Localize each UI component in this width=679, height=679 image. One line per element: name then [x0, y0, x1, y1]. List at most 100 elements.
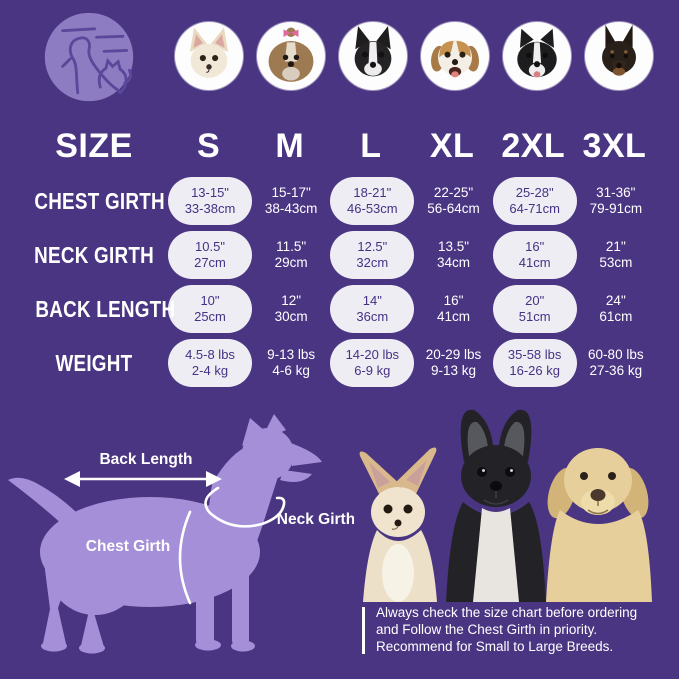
footnote-line: and Follow the Chest Girth in priority. — [376, 622, 598, 637]
value-line: 60-80 lbs — [588, 347, 644, 362]
labrador — [546, 448, 652, 602]
value-line: 79-91cm — [589, 201, 643, 216]
size-cell: 24" 61cm — [577, 293, 655, 325]
boston-terrier-photo — [339, 22, 407, 90]
value-line: 12" — [281, 293, 302, 308]
size-cell: 11.5" 29cm — [252, 239, 330, 271]
back-length-label: Back Length — [99, 451, 192, 468]
value-line: 29cm — [274, 255, 308, 270]
column-header-l: L — [360, 126, 382, 165]
chest-girth-line — [178, 510, 192, 605]
value-line: 9-13 lbs — [267, 347, 316, 362]
value-line: 13-15" — [191, 185, 229, 200]
value-line: 33-38cm — [184, 201, 236, 216]
value-line: 2-4 kg — [191, 363, 229, 378]
size-header: SIZE — [55, 126, 133, 165]
size-cell: 14" 36cm — [330, 285, 415, 333]
value-line: 10.5" — [195, 239, 225, 254]
value-line: 41cm — [436, 309, 470, 324]
value-line: 64-71cm — [509, 201, 560, 216]
brand-logo — [42, 10, 136, 104]
size-cell: 16" 41cm — [492, 231, 577, 279]
value-line: 34cm — [436, 255, 470, 270]
value-line: 32cm — [356, 255, 389, 270]
value-line: 18-21" — [353, 185, 392, 200]
table-row-chest-girth: CHEST GIRTH 13-15" 33-38cm 15-17" 38-43cm … — [20, 174, 655, 228]
size-cell: 25-28" 64-71cm — [492, 177, 577, 225]
value-line: 20" — [525, 293, 545, 308]
value-line: 16" — [443, 293, 464, 308]
size-cell: 10.5" 27cm — [168, 231, 252, 279]
value-line: 56-64cm — [427, 201, 480, 216]
neck-girth-line — [204, 486, 286, 528]
column-header-xl: XL — [429, 126, 475, 165]
size-cell: 21" 53cm — [577, 239, 655, 271]
dogs-photo — [344, 398, 660, 602]
value-line: 16-26 kg — [509, 363, 560, 378]
size-cell: 20-29 lbs 9-13 kg — [414, 347, 492, 379]
chihuahua-photo — [175, 22, 243, 90]
value-line: 30cm — [274, 309, 308, 324]
size-cell: 20" 51cm — [492, 285, 577, 333]
size-cell: 18-21" 46-53cm — [330, 177, 415, 225]
size-cell: 15-17" 38-43cm — [252, 185, 330, 217]
value-line: 27-36 kg — [589, 363, 643, 378]
row-label: WEIGHT — [55, 349, 133, 376]
size-cell: 35-58 lbs 16-26 kg — [492, 339, 577, 387]
column-header-s: S — [196, 126, 221, 165]
value-line: 4.5-8 lbs — [185, 347, 235, 362]
table-row-weight: WEIGHT 4.5-8 lbs 2-4 kg 9-13 lbs 4-6 kg 14… — [20, 336, 655, 390]
size-cell: 9-13 lbs 4-6 kg — [252, 347, 330, 379]
column-header-m: M — [275, 126, 305, 165]
size-cell: 13-15" 33-38cm — [168, 177, 252, 225]
footnote-accent-bar — [362, 607, 365, 654]
value-line: 12.5" — [357, 239, 388, 254]
value-line: 41cm — [518, 255, 551, 270]
value-line: 21" — [605, 239, 626, 254]
shih-tzu-photo — [257, 22, 325, 90]
column-header-3xl: 3XL — [582, 126, 647, 165]
chest-girth-label: Chest Girth — [86, 538, 170, 555]
value-line: 46-53cm — [347, 201, 398, 216]
measurement-diagram: Back Length Neck Girth Chest Girth — [0, 412, 355, 674]
value-line: 24" — [605, 293, 626, 308]
value-line: 9-13 kg — [430, 363, 476, 378]
size-cell: 12.5" 32cm — [330, 231, 415, 279]
size-cell: 12" 30cm — [252, 293, 330, 325]
footnote-line: Recommend for Small to Large Breeds. — [376, 639, 614, 654]
size-cell: 4.5-8 lbs 2-4 kg — [168, 339, 252, 387]
table-row-back-length: BACK LENGTH 10" 25cm 12" 30cm 14" 36cm 16" 4… — [20, 282, 655, 336]
value-line: 10" — [200, 293, 220, 308]
value-line: 38-43cm — [264, 201, 318, 216]
border-collie-photo — [503, 22, 571, 90]
value-line: 25-28" — [515, 185, 554, 200]
french-bulldog — [446, 409, 546, 602]
value-line: 14-20 lbs — [345, 347, 400, 362]
value-line: 15-17" — [271, 185, 311, 200]
value-line: 35-58 lbs — [507, 347, 562, 362]
value-line: 25cm — [194, 309, 226, 324]
value-line: 6-9 kg — [354, 363, 391, 378]
size-table: SIZE S M L XL 2XL 3XL CHEST GIRTH 13-15"… — [0, 122, 679, 390]
value-line: 27cm — [194, 255, 226, 270]
value-line: 20-29 lbs — [425, 347, 482, 362]
row-label: CHEST GIRTH — [34, 187, 165, 214]
neck-girth-label: Neck Girth — [277, 511, 354, 528]
footnote-text: Always check the size chart before order… — [376, 604, 637, 655]
breed-photo-row — [175, 22, 653, 90]
value-line: 36cm — [356, 309, 389, 324]
table-header-row: SIZE S M L XL 2XL 3XL — [20, 122, 655, 170]
footnote: Always check the size chart before order… — [362, 604, 668, 655]
value-line: 31-36" — [596, 185, 636, 200]
value-line: 51cm — [518, 309, 551, 324]
size-cell: 60-80 lbs 27-36 kg — [577, 347, 655, 379]
value-line: 61cm — [599, 309, 633, 324]
value-line: 13.5" — [437, 239, 470, 254]
footnote-line: Always check the size chart before order… — [376, 605, 638, 620]
row-label: NECK GIRTH — [34, 241, 154, 268]
size-cell: 22-25" 56-64cm — [414, 185, 492, 217]
row-label: BACK LENGTH — [35, 295, 176, 322]
value-line: 11.5" — [276, 239, 307, 254]
value-line: 53cm — [599, 255, 633, 270]
